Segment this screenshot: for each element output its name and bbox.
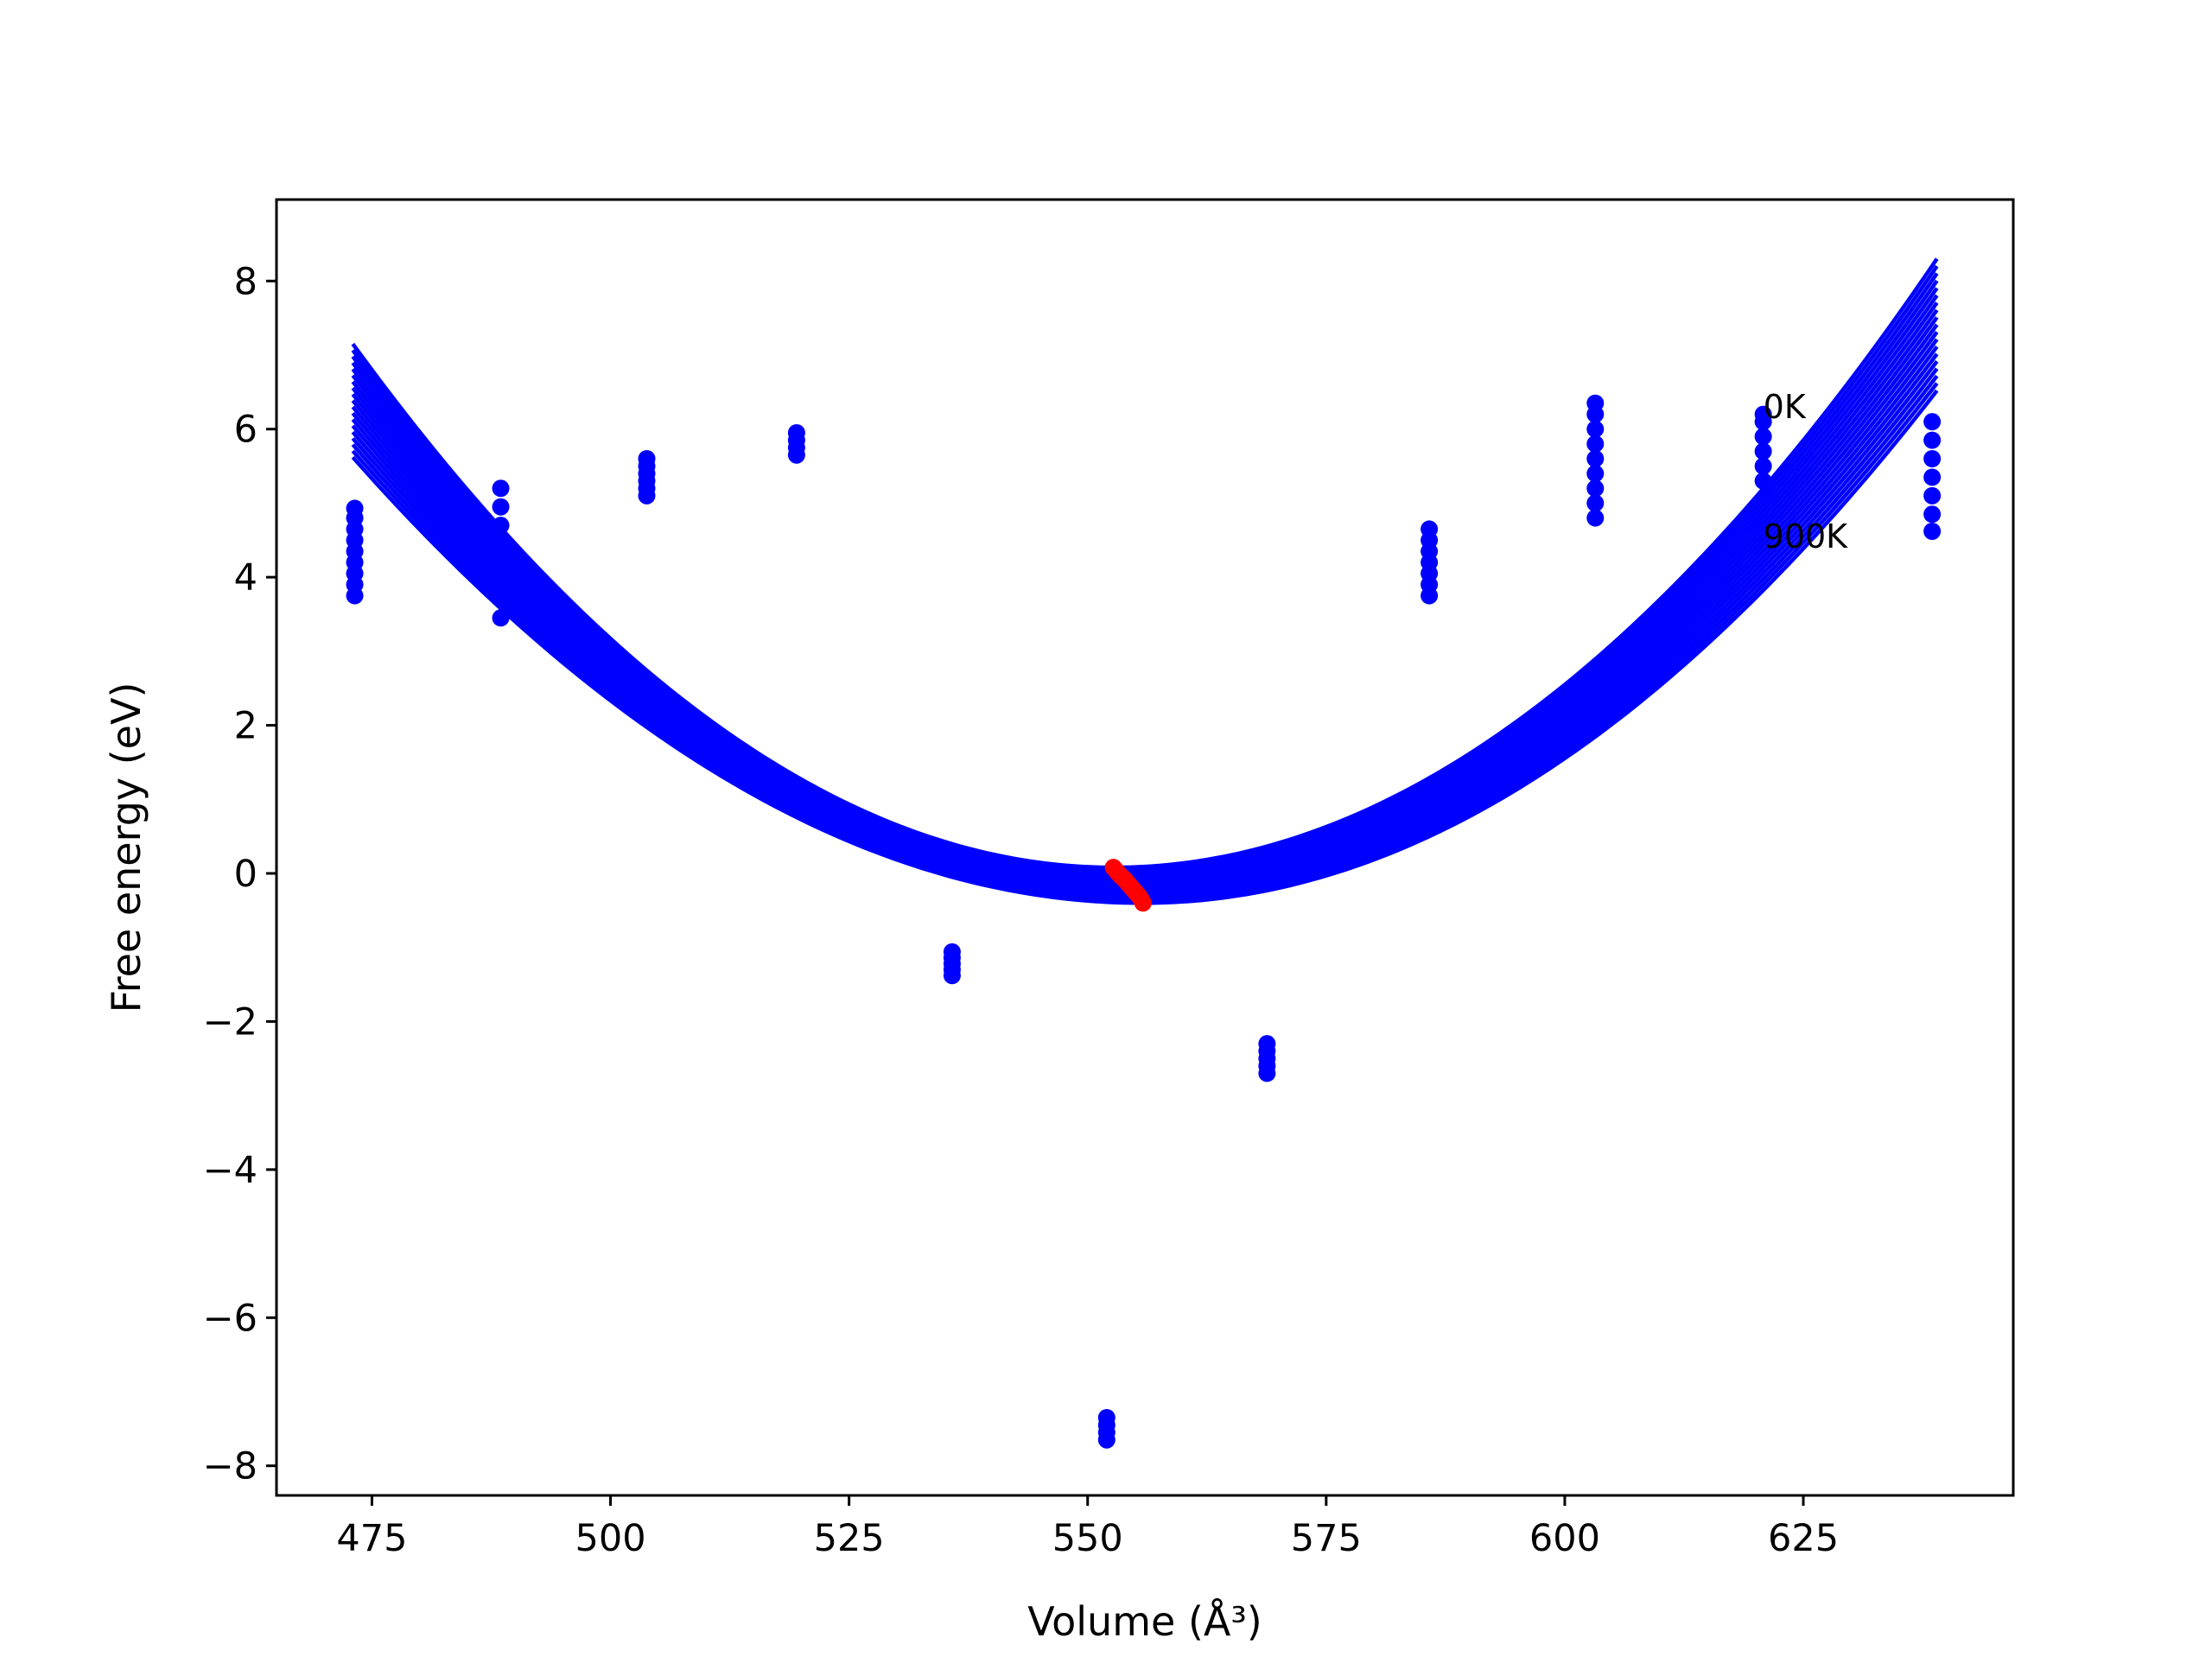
x-tick-label: 600 (1529, 1517, 1600, 1560)
y-tick-label: 4 (234, 556, 257, 600)
data-point-1-4 (492, 535, 510, 553)
data-point-10-5 (1923, 431, 1942, 449)
y-tick-label: 8 (234, 260, 257, 303)
fit-curve-300K (351, 301, 1939, 882)
data-point-10-0 (1923, 523, 1942, 540)
annotations: 0K 900K (1764, 388, 1849, 555)
data-point-10-1 (1923, 505, 1942, 524)
fit-curve-0K (351, 257, 1939, 870)
data-point-6-4 (1258, 1035, 1276, 1053)
data-point-1-6 (492, 498, 510, 516)
fit-curve-500K (351, 331, 1939, 890)
data-point-1-2 (492, 572, 510, 590)
plot-frame (275, 198, 2015, 1497)
data-point-9-0 (1754, 472, 1772, 490)
data-point-7-6 (1421, 520, 1439, 538)
fit-curve-400K (351, 316, 1939, 885)
data-point-8-1 (1586, 494, 1605, 512)
y-tick-label: 6 (234, 409, 257, 452)
y-tick-label: −4 (203, 1149, 257, 1192)
x-tick-label: 550 (1052, 1517, 1123, 1560)
data-point-5-3 (1097, 1409, 1116, 1426)
fit-curve-450K (351, 323, 1939, 887)
data-point-9-2 (1754, 442, 1772, 460)
y-tick-label: −2 (203, 1000, 257, 1044)
x-tick-label: 475 (336, 1517, 407, 1560)
data-point-8-4 (1586, 450, 1605, 467)
x-axis-ticks: 475 500 525 550 575 600 625 (336, 1495, 1839, 1560)
data-point-2-5 (638, 450, 656, 467)
data-point-1-1 (492, 590, 510, 608)
data-point-10-6 (1923, 413, 1942, 431)
x-tick-label: 525 (814, 1517, 885, 1560)
data-point-9-1 (1754, 457, 1772, 475)
y-tick-label: −8 (203, 1445, 257, 1488)
data-point-4-4 (943, 943, 961, 961)
fit-curve-100K (351, 272, 1939, 873)
data-point-8-2 (1586, 479, 1605, 498)
data-point-10-3 (1923, 468, 1942, 486)
minimum-point-15 (1134, 894, 1152, 912)
data-point-9-5 (1754, 405, 1772, 423)
fit-curve-50K (351, 264, 1939, 872)
fit-curve-250K (351, 294, 1939, 879)
minima-points (1104, 859, 1152, 912)
data-point-10-2 (1923, 486, 1942, 505)
data-point-1-7 (492, 479, 510, 498)
data-point-3-3 (787, 424, 805, 441)
annotation-1: 900K (1764, 517, 1849, 555)
data-point-0-8 (346, 499, 364, 517)
y-tick-label: 0 (234, 853, 257, 896)
data-point-8-6 (1586, 420, 1605, 438)
data-point-10-4 (1923, 450, 1942, 467)
data-point-8-3 (1586, 465, 1605, 483)
x-tick-label: 575 (1291, 1517, 1362, 1560)
y-axis-ticks: −8 −6 −4 −2 0 2 4 6 8 (203, 260, 276, 1488)
x-tick-label: 500 (575, 1517, 645, 1560)
data-point-1-0 (492, 609, 510, 627)
fit-curve-150K (351, 279, 1939, 876)
fit-curve-200K (351, 287, 1939, 878)
data-point-1-3 (492, 554, 510, 571)
fit-curve-350K (351, 308, 1939, 884)
data-point-8-5 (1586, 435, 1605, 453)
data-point-1-5 (492, 517, 510, 535)
y-tick-label: 2 (234, 705, 257, 748)
x-axis-label: Volume (Å³) (1027, 1598, 1262, 1645)
y-tick-label: −6 (203, 1297, 257, 1340)
scatter-points (346, 394, 1942, 1449)
x-tick-label: 625 (1768, 1517, 1839, 1560)
data-point-9-3 (1754, 428, 1772, 446)
fit-curve-550K (351, 338, 1939, 892)
data-point-8-8 (1586, 394, 1605, 412)
annotation-0: 0K (1764, 388, 1807, 426)
y-axis-label: Free energy (eV) (103, 682, 149, 1013)
data-point-8-0 (1586, 509, 1605, 527)
